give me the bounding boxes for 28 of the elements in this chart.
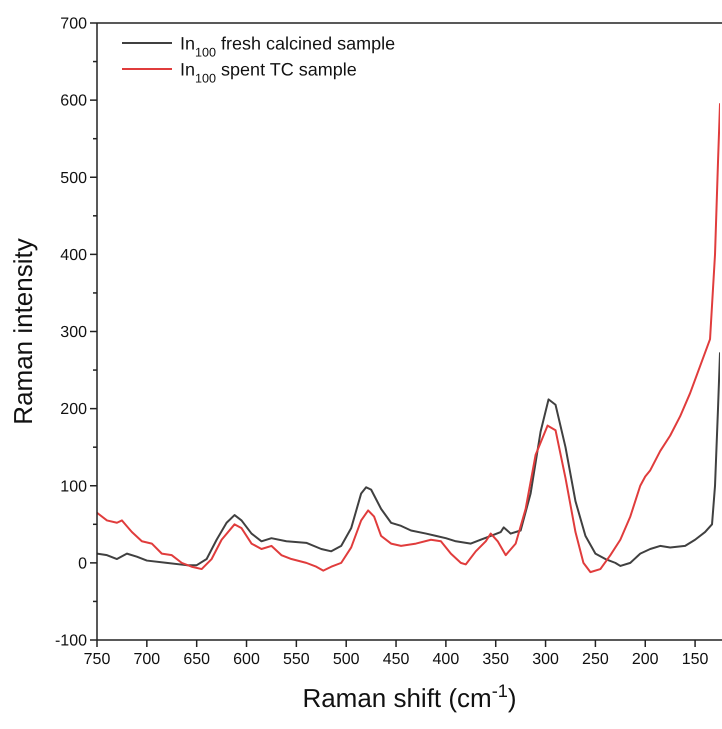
- x-tick-label: 150: [682, 651, 709, 668]
- x-tick-label: 350: [482, 651, 510, 668]
- y-axis-title: Raman intensity: [8, 238, 38, 425]
- legend-label: In$_{100}$ fresh calcined sample: [180, 33, 396, 60]
- x-axis-title: Raman shift (cm$^{-1}$): [302, 681, 517, 713]
- y-tick-label: 200: [60, 401, 88, 418]
- y-tick-label: 300: [60, 324, 88, 342]
- line-series: [97, 102, 720, 574]
- legend-label: In$_{100}$ spent TC sample: [180, 59, 357, 86]
- x-tick-label: 600: [233, 651, 260, 668]
- y-tick-label: 400: [60, 246, 88, 264]
- x-tick-label: 700: [133, 651, 160, 668]
- y-tick-label: 100: [60, 478, 88, 496]
- y-tick-label: 700: [60, 16, 88, 33]
- y-tick-label: -100: [54, 632, 88, 650]
- x-tick-label: 300: [532, 651, 560, 668]
- y-tick-label: 0: [78, 555, 88, 572]
- y-tick-label: 500: [60, 170, 88, 187]
- x-tick-label: 750: [84, 651, 110, 668]
- x-tick-label: 650: [183, 651, 210, 668]
- x-tick-label: 400: [432, 651, 460, 668]
- y-tick-label: 600: [60, 92, 88, 110]
- x-tick-label: 250: [582, 651, 609, 668]
- x-tick-label: 200: [632, 651, 659, 668]
- x-tick-label: 500: [332, 651, 360, 668]
- line-series: [97, 352, 720, 567]
- x-tick-label: 550: [283, 651, 310, 668]
- x-tick-label: 450: [382, 651, 410, 668]
